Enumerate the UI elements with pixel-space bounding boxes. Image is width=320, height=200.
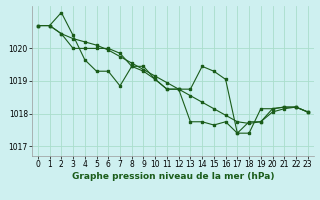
X-axis label: Graphe pression niveau de la mer (hPa): Graphe pression niveau de la mer (hPa) — [72, 172, 274, 181]
